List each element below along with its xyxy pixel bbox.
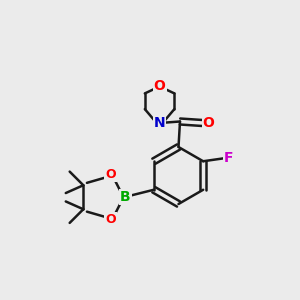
Text: F: F xyxy=(224,151,233,165)
Text: O: O xyxy=(105,213,116,226)
Text: O: O xyxy=(105,168,116,181)
Text: N: N xyxy=(154,116,165,130)
Text: O: O xyxy=(202,116,214,130)
Text: O: O xyxy=(154,80,166,94)
Text: B: B xyxy=(120,190,130,204)
